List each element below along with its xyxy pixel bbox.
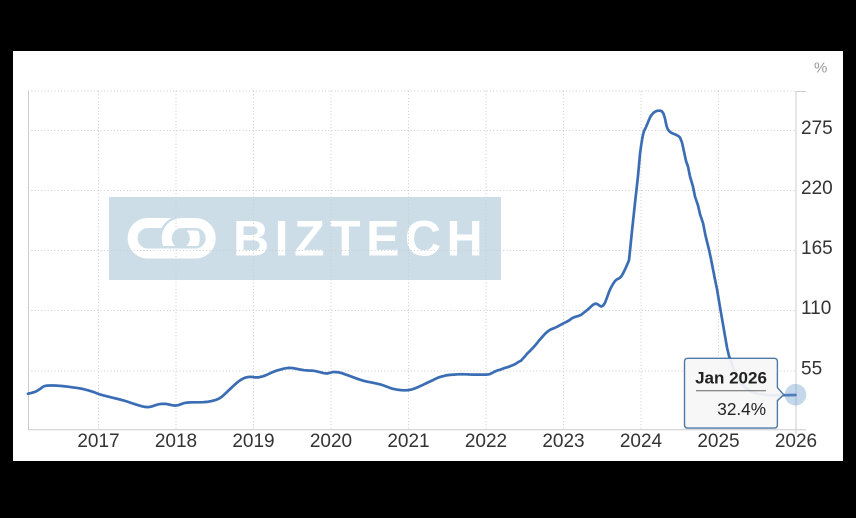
svg-text:2026: 2026 bbox=[775, 431, 817, 452]
svg-text:Jan 2026: Jan 2026 bbox=[695, 369, 767, 388]
svg-text:2022: 2022 bbox=[465, 431, 507, 452]
svg-text:165: 165 bbox=[801, 238, 833, 259]
svg-text:32.4%: 32.4% bbox=[717, 399, 766, 419]
svg-text:220: 220 bbox=[801, 178, 833, 199]
svg-text:2019: 2019 bbox=[232, 431, 274, 452]
svg-text:2017: 2017 bbox=[77, 431, 119, 452]
svg-text:2018: 2018 bbox=[155, 431, 197, 452]
svg-text:110: 110 bbox=[801, 298, 831, 319]
svg-text:2025: 2025 bbox=[697, 431, 739, 452]
svg-text:%: % bbox=[814, 60, 827, 77]
svg-text:2020: 2020 bbox=[310, 431, 352, 452]
svg-text:2023: 2023 bbox=[542, 431, 584, 452]
svg-text:55: 55 bbox=[801, 359, 822, 380]
svg-text:BIZTECH: BIZTECH bbox=[233, 211, 488, 267]
svg-text:2024: 2024 bbox=[620, 431, 663, 452]
svg-text:275: 275 bbox=[801, 118, 833, 139]
svg-text:2021: 2021 bbox=[387, 431, 429, 452]
